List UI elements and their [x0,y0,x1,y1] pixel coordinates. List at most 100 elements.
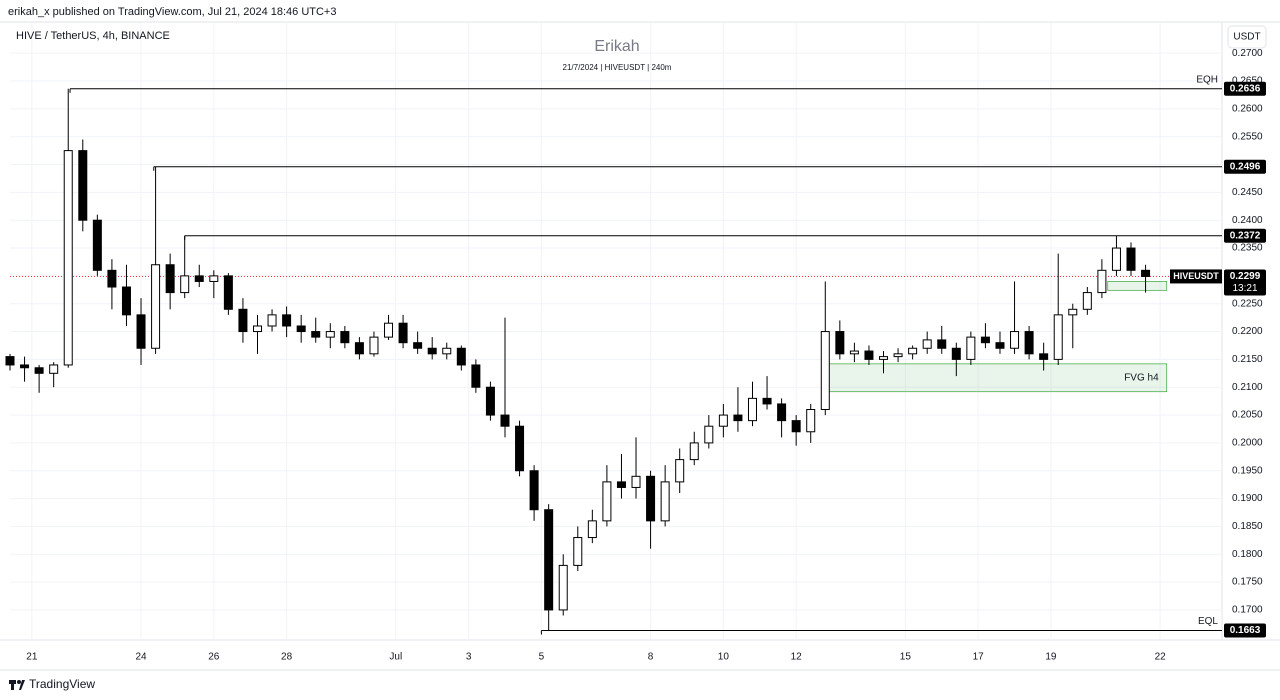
y-tick-label: 0.2050 [1232,410,1263,421]
candle-body [78,150,88,221]
y-tick-label: 0.1900 [1232,493,1263,504]
candle-body [1111,247,1121,271]
candle-body [966,336,976,360]
y-tick-label: 0.1750 [1232,577,1263,588]
published-note: erikah_x published on TradingView.com, J… [8,6,336,18]
fvg-zone [1107,281,1168,291]
currency-button[interactable] [1227,25,1267,49]
candle-body [325,331,335,338]
candle-body [267,314,277,327]
candle-body [616,481,626,488]
candle-body [20,364,30,369]
candle-body [937,339,947,349]
candle-body [107,269,117,288]
candle-body [369,336,379,355]
candle-body [762,397,772,405]
y-tick-label: 0.2150 [1232,354,1263,365]
y-tick-label: 0.2000 [1232,438,1263,449]
x-tick-label: 26 [208,652,220,663]
candle-body [675,459,685,483]
symbol-tag-label: HIVEUSDT [1173,271,1219,281]
x-tick-label: 19 [1045,652,1057,663]
candle-body [689,442,699,461]
x-tick-label: Jul [389,652,402,663]
candle-body [165,264,175,294]
candle-body [660,481,670,522]
candle-body [908,347,918,355]
candle-body [49,364,59,374]
candle-body [136,314,146,349]
last-price-tag [1224,269,1266,296]
candle-body [587,520,597,539]
price-tag-label: 0.2636 [1230,83,1261,94]
candle-body [413,342,423,349]
x-tick-label: 22 [1155,652,1167,663]
candle-body [631,475,641,488]
level-label: EQL [1198,616,1218,627]
price-tag-label: 0.2496 [1230,161,1261,172]
currency-label[interactable]: USDT [1233,32,1260,43]
plot: FVG h4 EQH EQL [5,74,1222,635]
candle-body [1053,314,1063,360]
candle-body [558,564,568,611]
y-tick-label: 0.2200 [1232,326,1263,337]
candle-body [471,364,481,388]
symbol-tag [1170,269,1222,284]
candle-body [1082,292,1092,310]
candle-body [209,275,219,282]
candle-body [835,331,845,355]
candle-body [194,275,204,282]
candle-body [121,286,131,316]
candle-body [951,347,961,360]
candle-body [92,219,102,271]
candle-body [1039,353,1049,360]
y-tick-label: 0.1850 [1232,521,1263,532]
x-tick-label: 17 [973,652,985,663]
candle-body [806,409,816,433]
y-tick-label: 0.2350 [1232,243,1263,254]
candle-body [180,275,190,294]
y-tick-label: 0.2650 [1232,76,1263,87]
candle-body [1097,269,1107,294]
candle-body [311,331,321,338]
candle-body [442,347,452,355]
x-tick-label: 12 [791,652,803,663]
candle-body [922,339,932,349]
candle-body [485,386,495,416]
candle-body [456,347,466,366]
x-tick-label: 24 [135,652,147,663]
candle-body [529,470,539,511]
x-tick-label: 28 [281,652,293,663]
price-tag-label: 0.2372 [1230,230,1261,241]
candle-body [1126,247,1136,271]
y-tick-label: 0.1700 [1232,605,1263,616]
candle-body [354,342,364,355]
brand-logo [9,680,25,690]
candle-body [995,342,1005,349]
candle-body [282,314,292,327]
candle-body [384,322,394,338]
y-tick-label: 0.2450 [1232,187,1263,198]
candle-body [747,397,757,422]
candle-body [544,509,554,611]
price-tag [1224,228,1266,243]
y-tick-label: 0.2550 [1232,131,1263,142]
y-tick-label: 0.2600 [1232,103,1263,114]
brand: TradingView [29,677,95,691]
candle-body [777,403,787,422]
candle-body [849,350,859,355]
y-tick-label: 0.2100 [1232,382,1263,393]
grid [10,22,1222,640]
candle-body [427,347,437,355]
price-tag [1224,159,1266,174]
candle-body [252,325,262,333]
x-tick-label: 21 [26,652,38,663]
candle-body [718,414,728,427]
y-tick-label: 0.2400 [1232,215,1263,226]
candle-body [500,414,510,427]
price-tag [1224,623,1266,638]
candle-body [573,537,583,566]
candle-body [1068,308,1078,316]
y-tick-label: 0.1950 [1232,465,1263,476]
